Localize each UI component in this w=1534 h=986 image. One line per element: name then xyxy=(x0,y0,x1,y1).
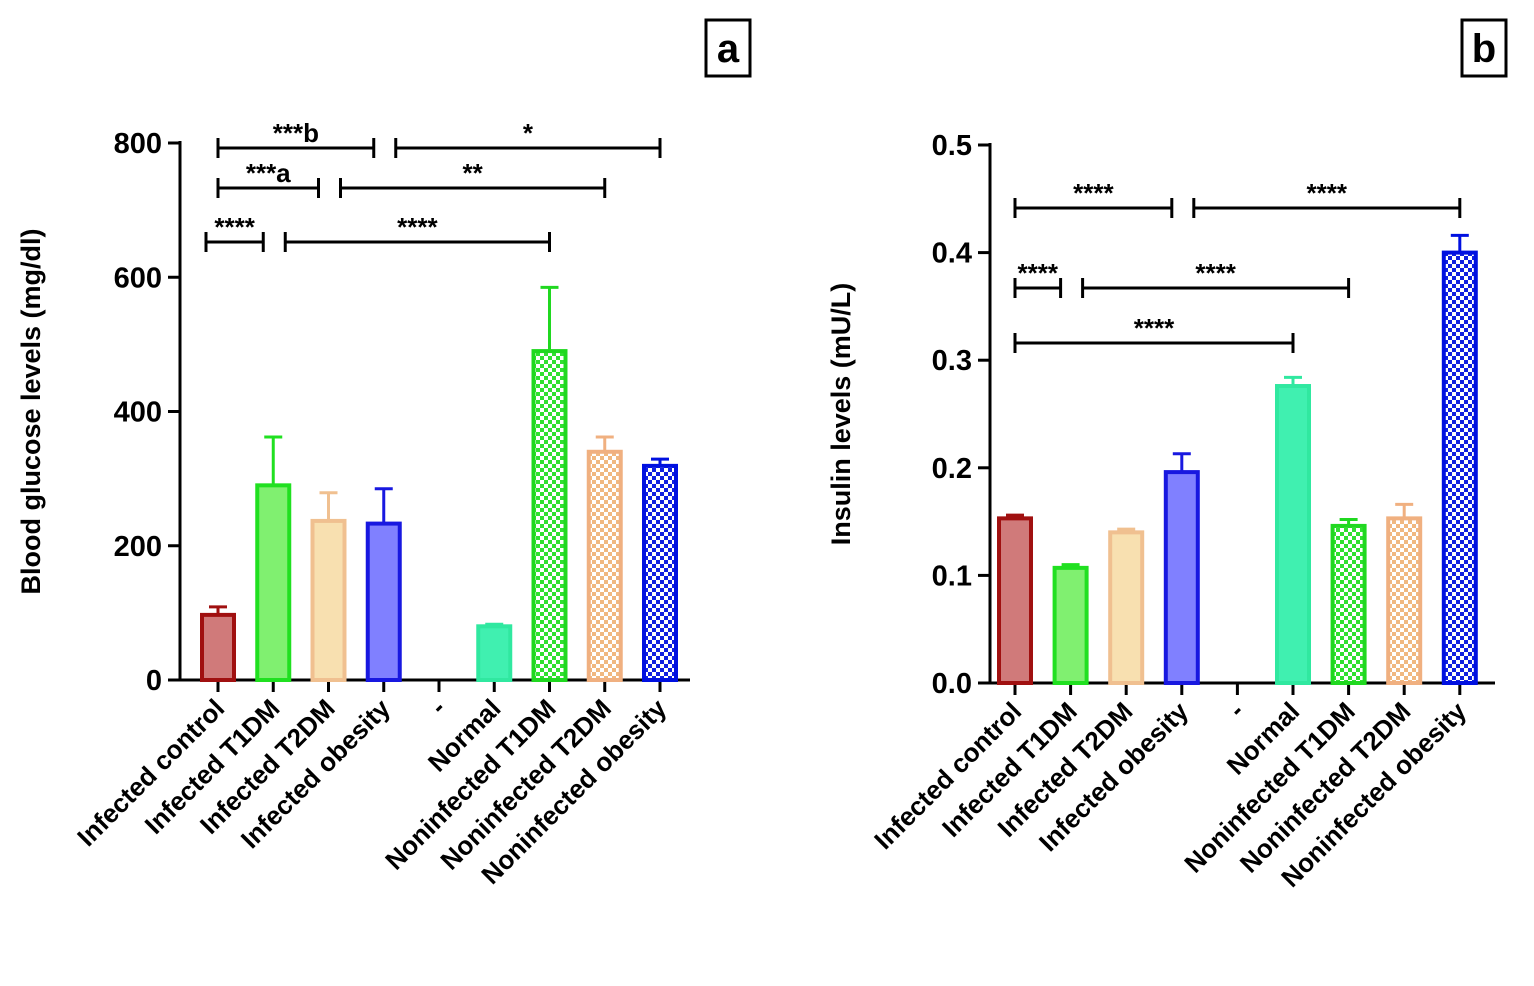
sig-label: **** xyxy=(1307,178,1348,208)
y-tick-label: 0.0 xyxy=(932,668,972,700)
x-tick-label: - xyxy=(1222,696,1249,723)
bar xyxy=(476,624,513,682)
y-tick-label: 0.3 xyxy=(932,345,972,377)
y-tick-label: 400 xyxy=(114,397,162,429)
bar xyxy=(1275,384,1311,685)
panel-box xyxy=(704,18,752,78)
y-tick-label: 800 xyxy=(114,128,162,160)
panel-label: b xyxy=(1472,27,1496,71)
y-tick-label: 0.4 xyxy=(932,238,972,270)
bar xyxy=(255,483,292,682)
y-axis-label: Blood glucose levels (mg/dl) xyxy=(16,228,46,594)
sig-label: **** xyxy=(214,212,255,242)
y-tick-label: 0.1 xyxy=(932,560,972,592)
y-tick-label: 600 xyxy=(114,262,162,294)
y-axis-label: Insulin levels (mU/L) xyxy=(826,283,856,546)
bar xyxy=(200,612,236,682)
bar xyxy=(1108,530,1145,685)
sig-label: **** xyxy=(1073,178,1114,208)
bar xyxy=(642,463,678,682)
sig-label: **** xyxy=(1134,313,1175,343)
sig-label: ***a xyxy=(246,158,291,188)
sig-label: **** xyxy=(397,212,438,242)
bar xyxy=(1441,250,1478,685)
bar xyxy=(1052,565,1089,685)
y-tick-label: 0.2 xyxy=(932,453,972,485)
bar xyxy=(1163,470,1200,685)
bar xyxy=(310,518,347,682)
y-tick-label: 0 xyxy=(146,665,162,697)
bar xyxy=(586,449,623,682)
bar xyxy=(1330,523,1367,685)
bar xyxy=(365,521,402,682)
panel-box xyxy=(1460,18,1508,78)
sig-label: ** xyxy=(463,158,484,188)
bar xyxy=(1386,516,1423,686)
y-tick-label: 200 xyxy=(114,531,162,563)
sig-label: **** xyxy=(1195,258,1236,288)
bar xyxy=(997,516,1033,686)
sig-label: **** xyxy=(1018,258,1059,288)
bar xyxy=(531,349,568,682)
x-tick-label: - xyxy=(424,693,451,720)
panel-label: a xyxy=(717,27,740,71)
sig-label: * xyxy=(523,118,534,148)
sig-label: ***b xyxy=(273,118,319,148)
y-tick-label: 0.5 xyxy=(932,130,972,162)
